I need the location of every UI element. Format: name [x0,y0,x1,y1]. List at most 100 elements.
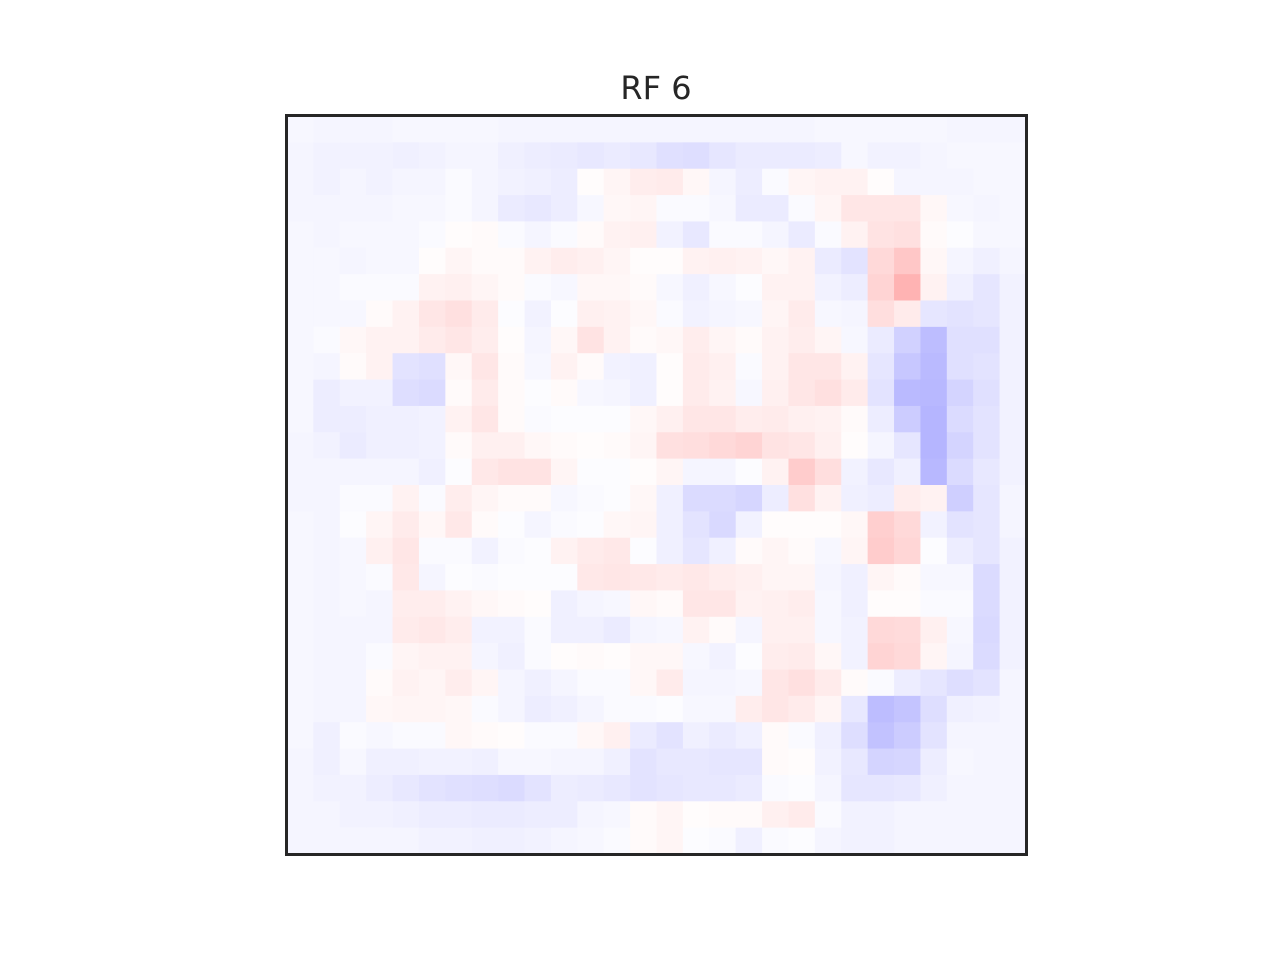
heatmap-cell [418,168,446,196]
heatmap-cell [682,353,710,381]
heatmap-cell [894,300,922,328]
heatmap-cell [339,485,367,512]
heatmap-cell [788,300,816,328]
heatmap-cell [445,432,473,460]
heatmap-cell [498,564,526,592]
heatmap-cell [999,537,1027,565]
heatmap-cell [735,616,763,644]
heatmap-cell [999,722,1027,750]
heatmap-cell [709,669,737,697]
heatmap-cell [630,274,658,302]
heatmap-cell [313,801,341,829]
heatmap-cell [524,405,552,433]
heatmap-cell [498,405,526,433]
heatmap-cell [735,195,763,223]
heatmap-cell [524,590,552,618]
heatmap-cell [418,485,446,512]
heatmap-cell [709,537,737,565]
heatmap-cell [999,748,1027,776]
heatmap-cell [498,353,526,381]
heatmap-cell [920,432,948,460]
heatmap-cell [709,774,737,802]
heatmap-cell [946,353,974,381]
heatmap-cell [550,643,578,671]
heatmap-cell [366,564,394,592]
heatmap-cell [630,722,658,750]
heatmap-cell [762,801,790,829]
heatmap-cell [445,326,473,354]
heatmap-cell [392,643,420,671]
heatmap-cell [762,643,790,671]
heatmap-cell [392,616,420,644]
heatmap-cell [841,511,869,539]
heatmap-cell [366,195,394,223]
heatmap-cell [973,195,1001,223]
heatmap-cell [920,116,948,143]
heatmap-cell [287,353,314,381]
heatmap-cell [973,168,1001,196]
heatmap-cell [709,405,737,433]
heatmap-cell [814,432,842,460]
heatmap-cell [366,326,394,354]
heatmap-cell [788,116,816,143]
heatmap-cell [313,432,341,460]
heatmap-cell [735,537,763,565]
heatmap-cell [392,722,420,750]
heatmap-cell [392,669,420,697]
heatmap-cell [841,195,869,223]
heatmap-cell [392,247,420,275]
heatmap-cell [841,801,869,829]
heatmap-cell [339,590,367,618]
heatmap-cell [735,300,763,328]
heatmap-cell [894,695,922,723]
heatmap-cell [682,590,710,618]
heatmap-cell [656,458,684,486]
heatmap-cell [471,485,499,512]
heatmap-cell [287,537,314,565]
heatmap-cell [524,432,552,460]
heatmap-cell [366,116,394,143]
heatmap-cell [841,643,869,671]
heatmap-cell [999,405,1027,433]
heatmap-cell [339,221,367,249]
heatmap-cell [418,669,446,697]
heatmap-cell [973,326,1001,354]
heatmap-cell [762,195,790,223]
heatmap-cell [498,458,526,486]
heatmap-cell [920,748,948,776]
heatmap-cell [841,564,869,592]
heatmap-cell [630,353,658,381]
heatmap-cell [550,537,578,565]
heatmap-cell [339,379,367,407]
heatmap-cell [841,748,869,776]
heatmap-cell [894,748,922,776]
heatmap-cell [392,274,420,302]
heatmap-cell [550,616,578,644]
heatmap-cell [920,300,948,328]
heatmap-cell [920,221,948,249]
heatmap-cell [339,827,367,855]
heatmap-cell [418,116,446,143]
heatmap-cell [682,221,710,249]
heatmap-cell [682,537,710,565]
heatmap-cell [762,511,790,539]
heatmap-cell [445,511,473,539]
heatmap-cell [973,432,1001,460]
heatmap-cell [814,564,842,592]
heatmap-cell [313,195,341,223]
heatmap-cell [603,511,631,539]
heatmap-cell [313,300,341,328]
heatmap-cell [603,801,631,829]
heatmap-cell [577,142,605,170]
heatmap-cell [524,616,552,644]
heatmap-cell [920,195,948,223]
heatmap-cell [709,801,737,829]
heatmap-cell [946,827,974,855]
heatmap-cell [946,643,974,671]
heatmap-cell [682,827,710,855]
heatmap-cell [498,722,526,750]
heatmap-cell [313,748,341,776]
heatmap-cell [445,221,473,249]
heatmap-cell [445,458,473,486]
